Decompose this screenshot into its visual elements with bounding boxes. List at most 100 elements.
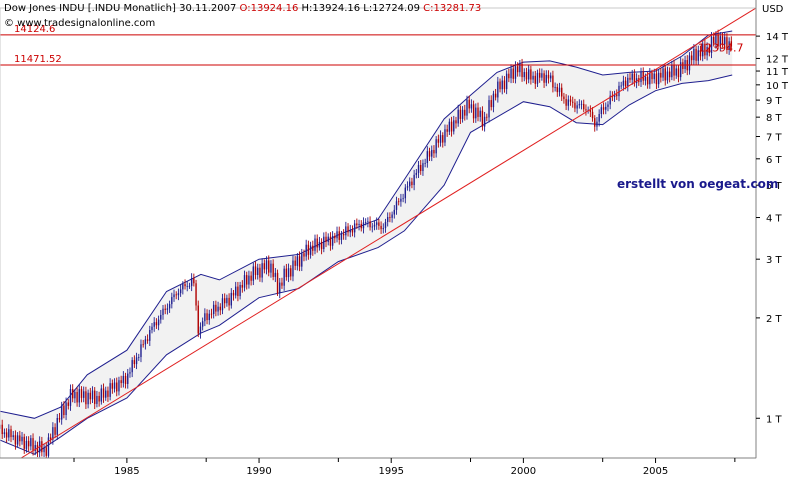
price-candle-body bbox=[314, 238, 316, 251]
price-candle-body bbox=[664, 68, 666, 81]
price-candle-body bbox=[71, 389, 74, 399]
price-candle-body bbox=[516, 66, 519, 73]
price-candle-body bbox=[386, 217, 389, 222]
price-candle-body bbox=[373, 224, 376, 227]
price-candle-body bbox=[704, 43, 706, 56]
price-candle-body bbox=[591, 111, 594, 119]
price-candle-body bbox=[541, 73, 543, 78]
level-label: 14124.6 bbox=[14, 24, 55, 35]
level-label: 11471.52 bbox=[14, 54, 62, 65]
price-candle-body bbox=[212, 304, 215, 315]
price-candle-body bbox=[47, 437, 50, 456]
price-candle-body bbox=[320, 241, 323, 250]
price-candle-body bbox=[133, 360, 136, 365]
price-candle-body bbox=[549, 75, 552, 79]
price-candle-body bbox=[80, 389, 83, 398]
price-candle-body bbox=[527, 69, 530, 80]
price-candle-body bbox=[219, 306, 221, 311]
price-candle-body bbox=[475, 107, 477, 119]
price-candle-body bbox=[41, 441, 43, 453]
price-candle-body bbox=[534, 75, 536, 84]
price-candle-body bbox=[63, 405, 65, 416]
price-candle-body bbox=[89, 392, 92, 400]
price-candle-body bbox=[318, 241, 321, 248]
price-candle-body bbox=[107, 390, 109, 397]
price-candle-body bbox=[331, 235, 334, 246]
price-candle-body bbox=[583, 103, 585, 110]
price-candle-body bbox=[523, 72, 525, 78]
price-candle-body bbox=[43, 447, 45, 453]
x-tick-label: 1995 bbox=[378, 466, 403, 477]
price-candle-body bbox=[257, 267, 259, 275]
price-candle-body bbox=[717, 34, 719, 47]
price-candle-body bbox=[693, 48, 695, 61]
price-candle-body bbox=[609, 95, 611, 105]
price-candle-body bbox=[334, 235, 336, 239]
price-candle-body bbox=[435, 139, 437, 154]
price-candle-body bbox=[34, 445, 36, 451]
price-candle-body bbox=[243, 275, 246, 288]
price-candle-body bbox=[345, 226, 347, 236]
price-candle-body bbox=[160, 314, 162, 320]
price-candle-body bbox=[87, 392, 89, 405]
price-candle-body bbox=[561, 87, 563, 97]
price-candle-body bbox=[406, 186, 409, 188]
price-candle-body bbox=[713, 36, 715, 44]
price-candle-body bbox=[726, 37, 728, 50]
price-candle-body bbox=[545, 74, 547, 83]
price-candle-body bbox=[100, 388, 103, 402]
price-candle-body bbox=[400, 198, 402, 202]
price-candle-body bbox=[261, 263, 263, 278]
price-candle-body bbox=[241, 284, 244, 288]
price-candle-body bbox=[389, 217, 391, 218]
price-candle-body bbox=[552, 75, 554, 88]
price-candle-body bbox=[600, 107, 603, 114]
price-candle-body bbox=[673, 64, 675, 76]
price-candle-body bbox=[428, 151, 431, 157]
price-candle-body bbox=[113, 382, 116, 389]
price-candle-body bbox=[274, 272, 277, 277]
price-candle-body bbox=[367, 221, 369, 223]
trend-line-label: 12394.7 bbox=[698, 42, 744, 55]
price-candle-body bbox=[682, 62, 684, 70]
price-candle-body bbox=[8, 429, 10, 438]
y-tick-label: 11 T bbox=[766, 67, 789, 78]
price-candle-body bbox=[226, 297, 228, 304]
price-candle-body bbox=[679, 62, 682, 78]
price-candle-body bbox=[76, 392, 78, 403]
price-candle-body bbox=[728, 41, 730, 50]
price-candle-body bbox=[470, 104, 473, 109]
price-candle-body bbox=[340, 233, 343, 240]
y-tick-label: 5 T bbox=[766, 181, 783, 192]
price-candle-body bbox=[468, 99, 470, 109]
price-candle-body bbox=[547, 74, 550, 79]
price-candle-body bbox=[719, 36, 722, 47]
price-candle-body bbox=[378, 222, 380, 226]
price-candle-body bbox=[715, 34, 717, 44]
price-candle-body bbox=[193, 278, 195, 284]
price-candle-body bbox=[347, 226, 349, 233]
price-candle-body bbox=[246, 275, 248, 285]
price-candle-body bbox=[602, 107, 605, 110]
price-candle-body bbox=[512, 68, 514, 79]
price-candle-body bbox=[364, 222, 367, 223]
price-candle-body bbox=[153, 322, 155, 327]
price-candle-body bbox=[415, 172, 418, 175]
price-candle-body bbox=[455, 120, 457, 124]
price-candle-body bbox=[19, 435, 21, 442]
price-candle-body bbox=[230, 292, 232, 306]
price-candle-body bbox=[164, 308, 166, 310]
price-candle-body bbox=[642, 72, 644, 81]
price-candle-body bbox=[157, 319, 160, 326]
price-candle-body bbox=[252, 266, 255, 281]
price-candle-body bbox=[569, 99, 572, 102]
price-candle-body bbox=[272, 263, 274, 277]
price-candle-body bbox=[146, 339, 149, 341]
price-candle-body bbox=[327, 236, 329, 242]
price-candle-body bbox=[398, 201, 400, 203]
price-candle-body bbox=[433, 149, 435, 154]
price-candle-body bbox=[65, 402, 67, 416]
price-candle-body bbox=[677, 68, 680, 78]
x-tick-label: 2000 bbox=[511, 466, 536, 477]
price-candle-body bbox=[384, 221, 387, 229]
